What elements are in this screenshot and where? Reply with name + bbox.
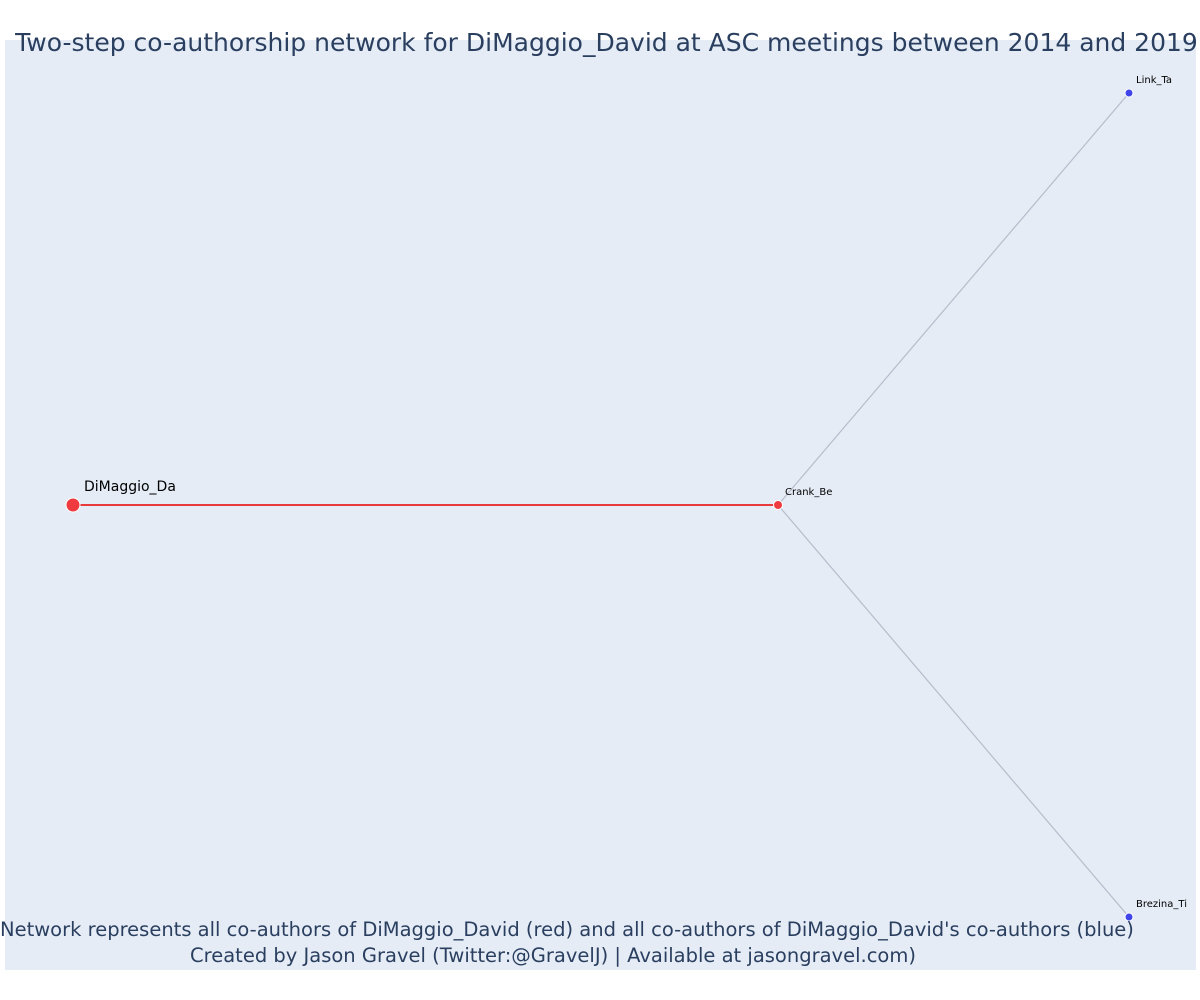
node-brezina_ti[interactable]: Brezina_Ti [1124, 899, 1187, 922]
node-label: Link_Ta [1136, 75, 1172, 86]
node-marker[interactable] [1124, 912, 1134, 922]
node-dimaggio_da[interactable]: DiMaggio_Da [65, 479, 176, 513]
node-marker[interactable] [773, 500, 783, 510]
node-marker[interactable] [1124, 88, 1134, 98]
node-crank_be[interactable]: Crank_Be [773, 487, 833, 510]
footer-caption-line-1: Network represents all co-authors of DiM… [0, 918, 1134, 941]
node-link_ta[interactable]: Link_Ta [1124, 75, 1172, 98]
edge-crank_be-brezina_ti [777, 504, 1130, 918]
node-label: Crank_Be [785, 487, 832, 498]
footer-caption-line-2: Created by Jason Gravel (Twitter:@Gravel… [190, 944, 916, 967]
node-label: DiMaggio_Da [84, 479, 176, 495]
node-marker[interactable] [65, 497, 81, 513]
edge-crank_be-link_ta [777, 92, 1130, 506]
node-label: Brezina_Ti [1136, 899, 1187, 910]
chart-title: Two-step co-authorship network for DiMag… [15, 28, 1198, 57]
